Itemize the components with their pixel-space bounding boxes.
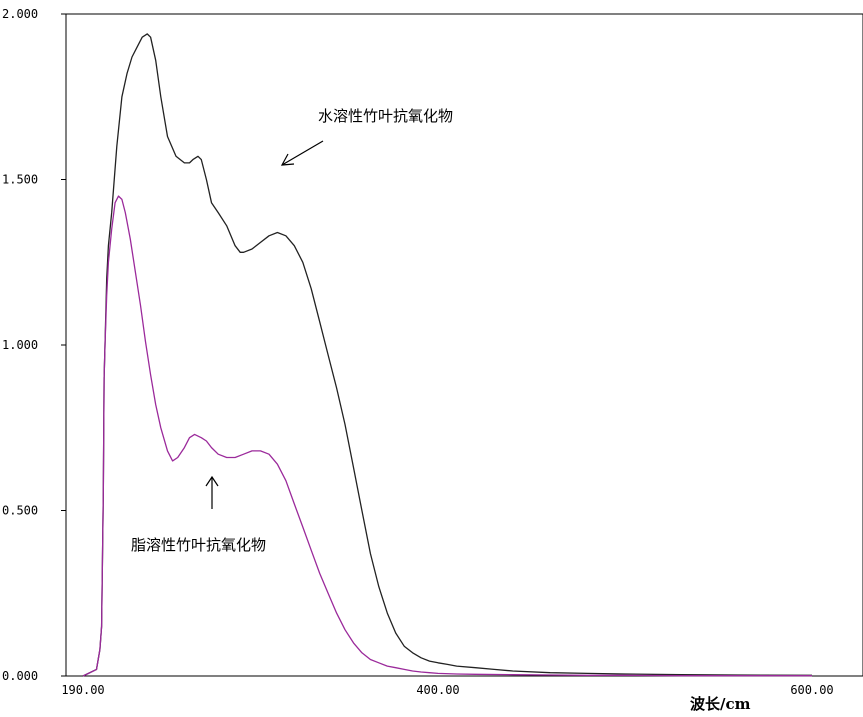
y-tick-label: 1.500 [2,173,38,187]
annotation-arrowhead-water [280,153,295,166]
annotation-water-soluble: 水溶性竹叶抗氧化物 [318,107,453,125]
annotation-lipid-soluble: 脂溶性竹叶抗氧化物 [131,536,266,554]
x-tick-label: 400.00 [416,683,459,697]
series-line-water-soluble [82,33,813,677]
y-tick-label: 0.500 [2,504,38,518]
y-tick-label: 1.000 [2,338,38,352]
annotation-arrowhead-lipid [205,475,219,487]
x-tick-label: 600.00 [790,683,833,697]
plot-frame [65,13,863,677]
y-tick-label: 0.000 [2,669,38,683]
y-tick-label: 2.000 [2,7,38,21]
series-line-lipid-soluble [82,195,812,677]
x-tick-label: 190.00 [61,683,104,697]
annotation-arrow-water [281,140,324,166]
x-axis-label: 波长/cm [690,695,751,713]
